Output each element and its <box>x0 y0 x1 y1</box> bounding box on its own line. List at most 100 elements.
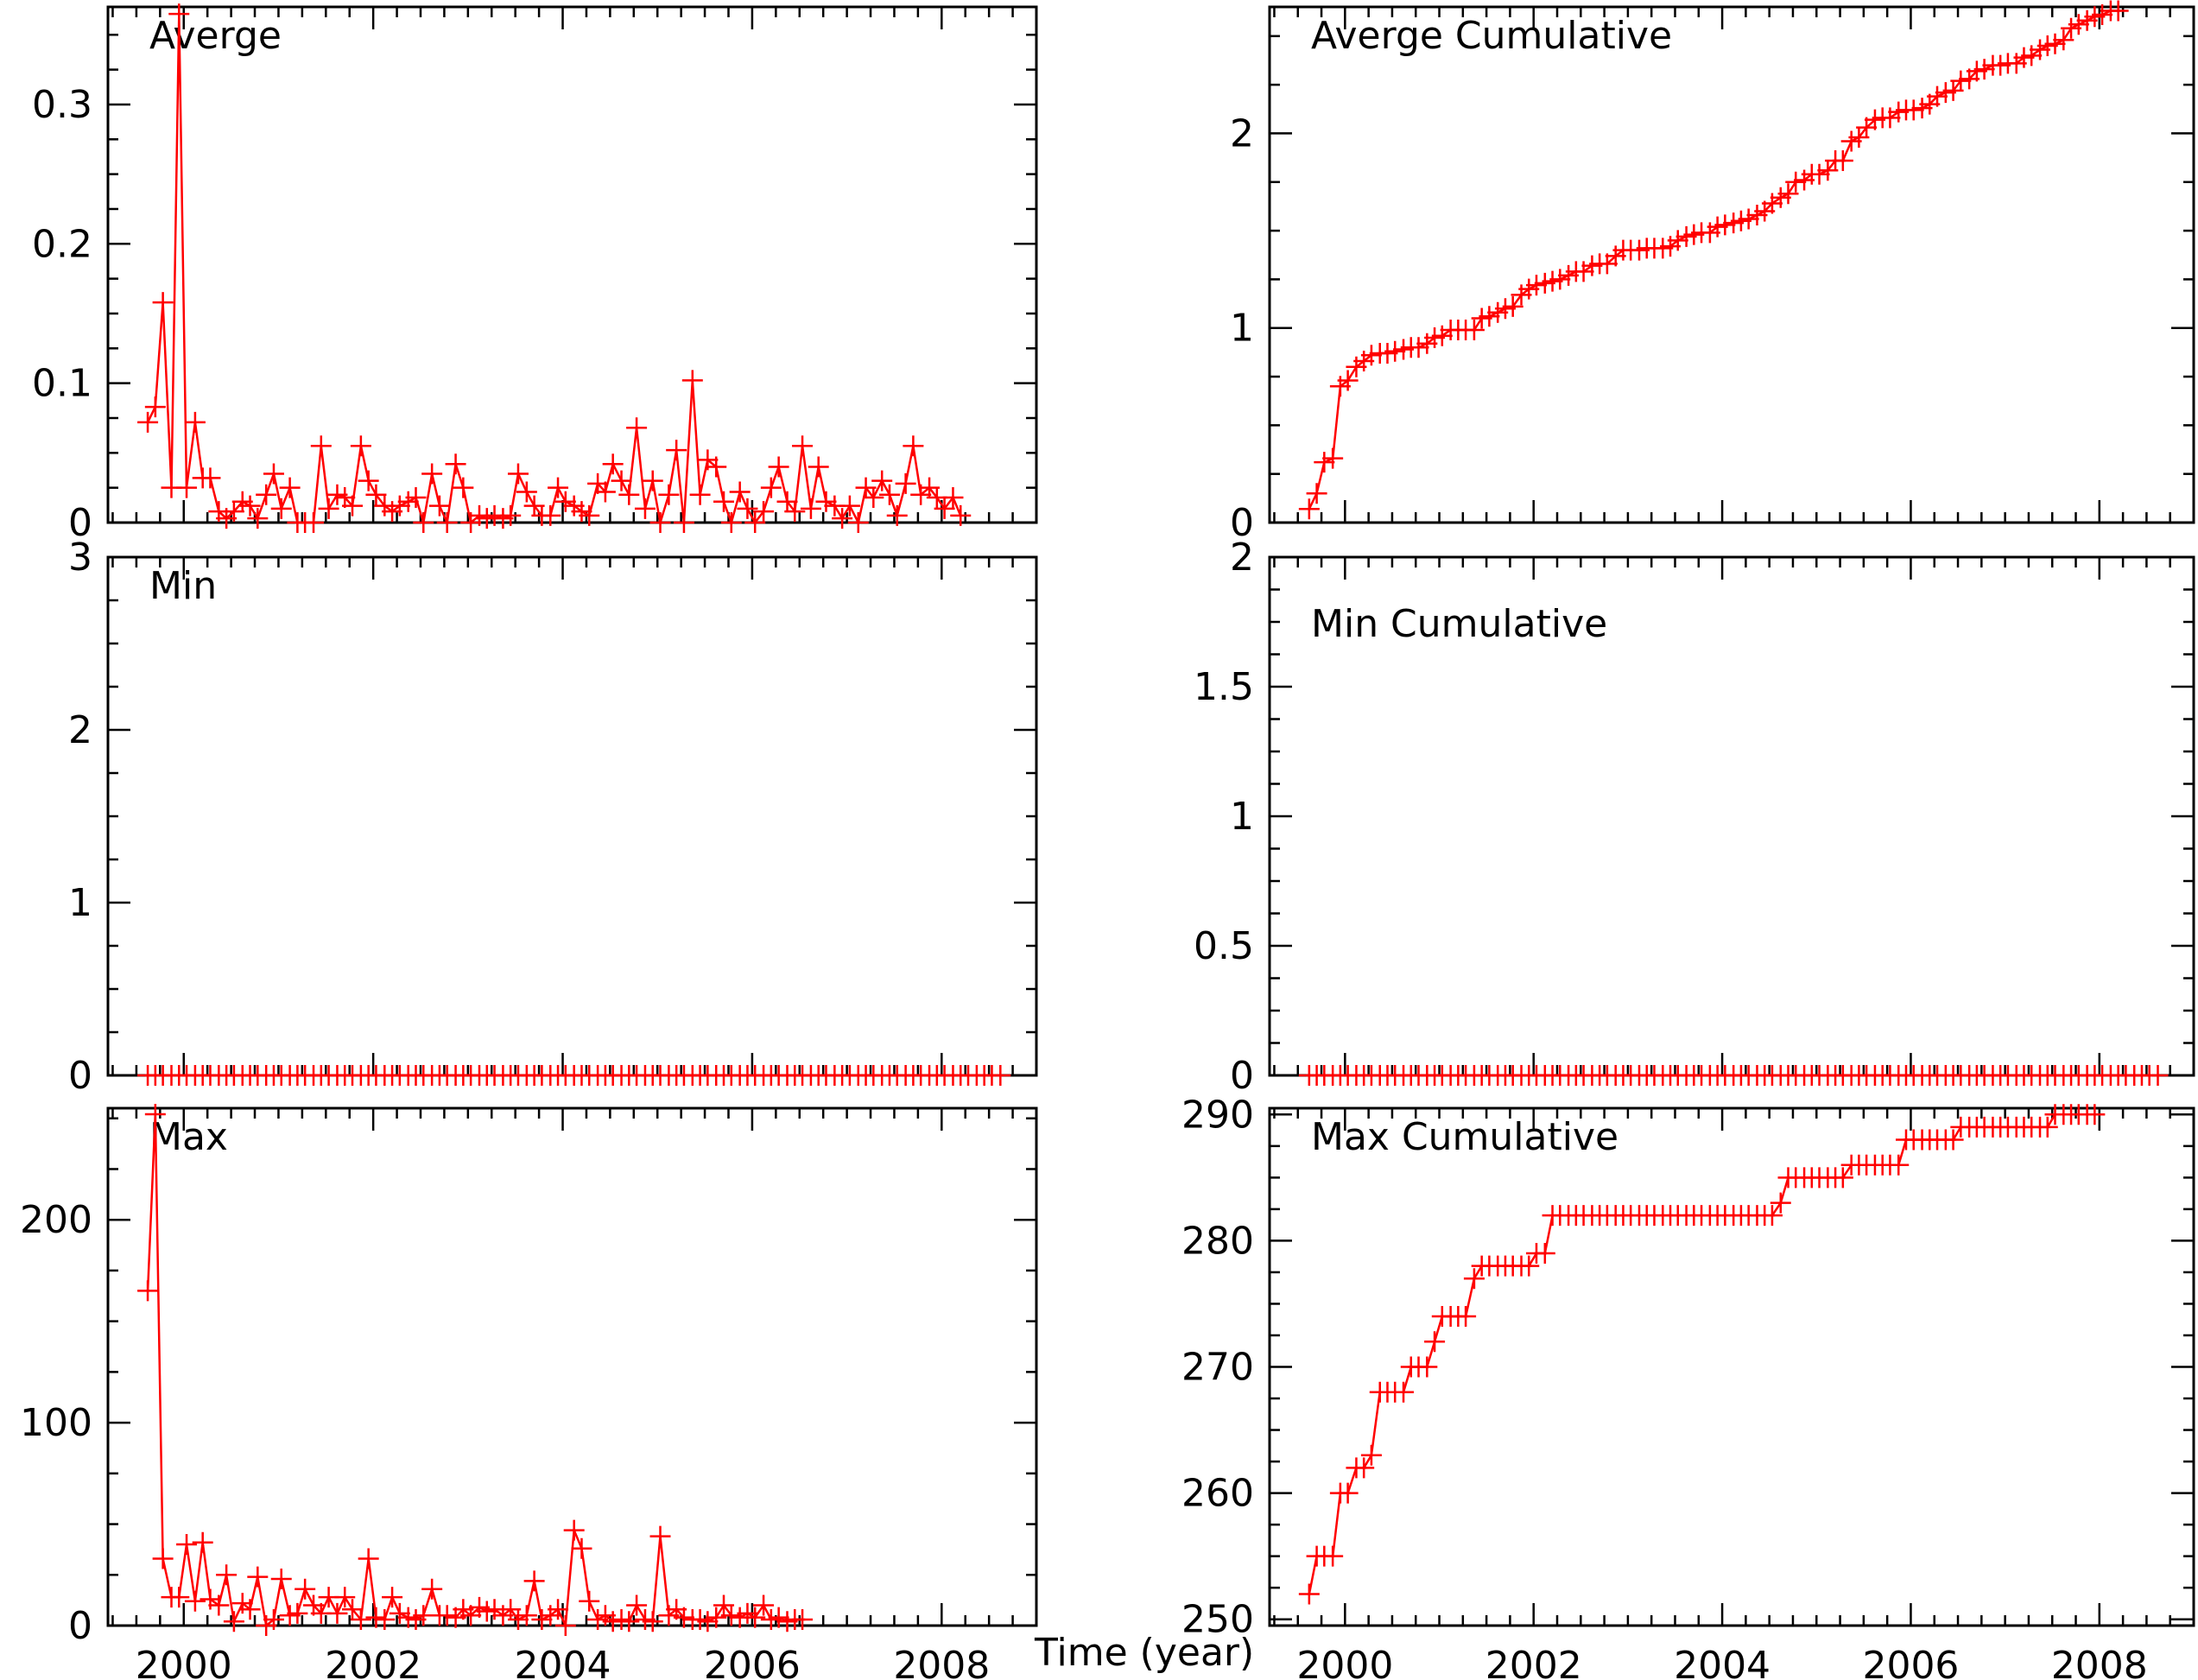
averge-frame <box>106 5 1038 524</box>
averge-point <box>934 498 955 519</box>
min-frame <box>106 555 1038 1077</box>
averge-point <box>168 3 190 25</box>
averge-cumulative-point <box>1408 337 1429 358</box>
averge-point <box>658 484 680 505</box>
averge-series-line <box>146 14 962 527</box>
averge-cumulative-point <box>1337 370 1359 391</box>
averge-cumulative-point <box>1549 269 1571 290</box>
averge-cumulative-point <box>1667 230 1688 251</box>
averge-cumulative-point <box>1808 163 1830 185</box>
max-point <box>460 1605 482 1626</box>
averge-point <box>753 501 775 523</box>
averge-point <box>886 504 908 526</box>
max-point <box>421 1578 443 1600</box>
averge-point <box>942 486 964 508</box>
averge-point <box>270 498 292 519</box>
averge-point <box>847 512 869 533</box>
averge-cumulative-point <box>1714 214 1736 236</box>
max-point <box>365 1607 387 1628</box>
averge-cumulative-series-line <box>1308 10 2119 510</box>
max-point <box>673 1607 694 1628</box>
averge-cumulative-point <box>1785 171 1807 193</box>
max-point <box>270 1568 292 1589</box>
averge-point <box>815 491 837 512</box>
averge-point <box>516 481 537 503</box>
averge-point <box>878 484 900 505</box>
max-point <box>548 1599 569 1620</box>
min-ytick-label: 2 <box>68 708 92 752</box>
max-cumulative-ytick-label: 290 <box>1181 1093 1254 1137</box>
max-point <box>649 1525 671 1547</box>
max-point <box>531 1608 553 1630</box>
averge-cumulative-point <box>1927 86 1948 107</box>
averge-point <box>673 512 694 533</box>
averge-point <box>626 417 648 439</box>
max-point <box>507 1608 529 1630</box>
max-point <box>618 1611 640 1632</box>
min-point <box>990 1065 1011 1086</box>
max-point <box>571 1537 592 1559</box>
max-cumulative-title: Max Cumulative <box>1311 1115 1618 1159</box>
max-ytick-label: 200 <box>20 1198 92 1242</box>
averge-cumulative-point <box>2107 0 2129 22</box>
averge-point <box>365 484 387 505</box>
max-cumulative-point <box>1416 1356 1438 1378</box>
averge-point <box>594 481 616 503</box>
averge-point <box>903 435 924 457</box>
averge-point <box>358 470 379 491</box>
max-cumulative-point <box>1424 1331 1446 1353</box>
max-cumulative-ytick-label: 270 <box>1181 1346 1254 1390</box>
averge-cumulative-point <box>1463 319 1485 340</box>
averge-point <box>634 498 656 519</box>
min-cumulative-ytick-label: 0 <box>1230 1054 1254 1098</box>
averge-point <box>839 495 860 517</box>
averge-point <box>350 435 371 457</box>
averge-point <box>729 481 751 503</box>
max-ytick-label: 0 <box>68 1604 92 1648</box>
averge-cumulative-point <box>2092 4 2113 26</box>
averge-cumulative-title: Averge Cumulative <box>1311 14 1672 58</box>
max-cumulative-point <box>1455 1306 1477 1328</box>
averge-point <box>223 501 244 523</box>
max-point <box>350 1608 371 1630</box>
averge-cumulative-point <box>2053 29 2074 51</box>
max-point <box>247 1566 269 1588</box>
max-xtick-label: 2000 <box>136 1644 232 1680</box>
x-axis-label: Time (year) <box>1034 1631 1254 1675</box>
averge-cumulative-point <box>1738 208 1759 230</box>
max-point <box>382 1587 403 1608</box>
averge-point <box>744 512 766 533</box>
max-point <box>216 1564 238 1586</box>
averge-point <box>871 470 893 491</box>
max-cumulative-point <box>1534 1243 1555 1265</box>
max-cumulative-point <box>1353 1457 1375 1479</box>
averge-cumulative-point <box>2044 33 2066 54</box>
panel-max: 2000 2002 2004 2006 2008 0 100 200 Max <box>20 1104 1038 1680</box>
max-point <box>563 1519 585 1541</box>
min-ytick-label: 1 <box>68 881 92 925</box>
averge-point <box>310 435 332 457</box>
max-point <box>326 1602 348 1624</box>
averge-cumulative-point <box>1973 59 1995 80</box>
averge-point <box>792 435 814 457</box>
averge-cumulative-point <box>1322 447 1344 469</box>
max-cumulative-point <box>1888 1154 1910 1176</box>
averge-point <box>642 470 663 491</box>
max-cumulative-point <box>1360 1444 1382 1466</box>
max-cumulative-point <box>1463 1268 1485 1290</box>
max-point <box>792 1608 814 1630</box>
averge-ytick-label: 0 <box>68 501 92 545</box>
averge-point <box>720 512 742 533</box>
averge-ytick-label: 0.3 <box>32 83 92 127</box>
averge-cumulative-point <box>1298 498 1320 520</box>
averge-point <box>800 498 821 519</box>
averge-cumulative-ytick-label: 0 <box>1230 501 1254 545</box>
averge-point <box>453 477 474 498</box>
max-point <box>706 1607 727 1628</box>
averge-point <box>540 504 561 526</box>
averge-point <box>436 512 458 533</box>
averge-point <box>611 470 632 491</box>
max-point <box>334 1587 356 1608</box>
averge-point <box>666 440 687 461</box>
